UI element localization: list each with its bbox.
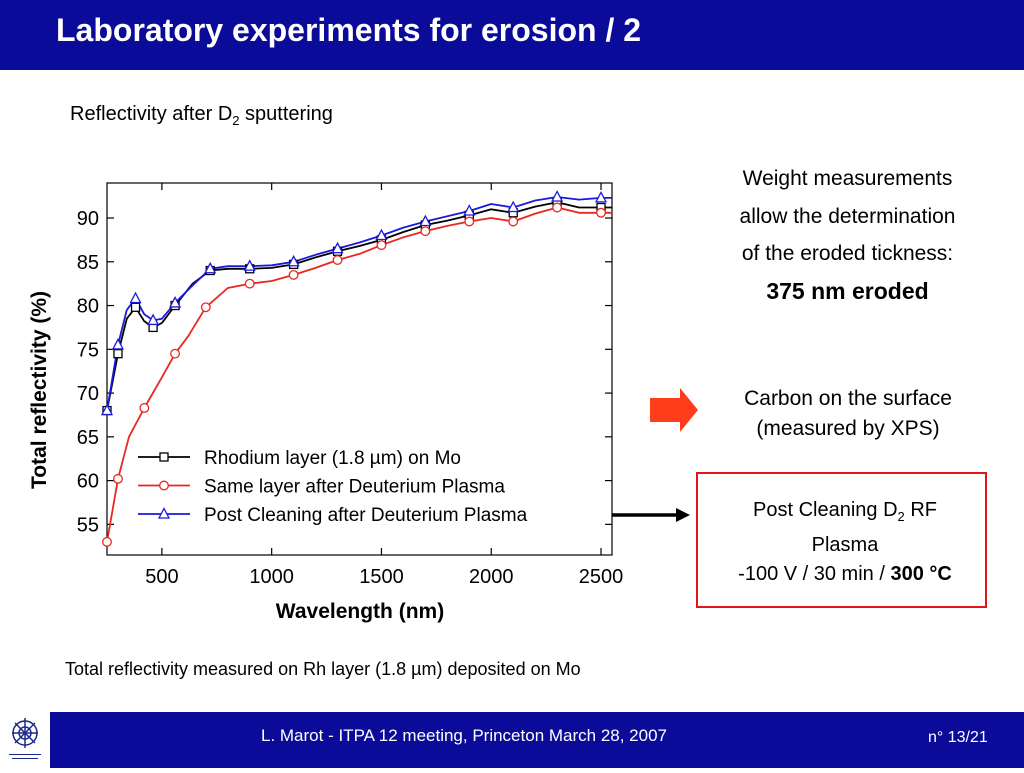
x-axis-label: Wavelength (nm) <box>276 600 444 623</box>
chart-legend: Rhodium layer (1.8 µm) on Mo Same layer a… <box>138 448 528 526</box>
y-axis-label: Total reflectivity (%) <box>28 291 51 489</box>
legend-label-1: Rhodium layer (1.8 µm) on Mo <box>204 448 461 469</box>
data-point-3 <box>419 214 432 227</box>
y-tick-label: 80 <box>77 296 99 318</box>
subtitle-suffix: sputtering <box>239 103 333 125</box>
y-tick-label: 55 <box>77 514 99 536</box>
red-arrow-icon <box>650 388 698 432</box>
legend-label-2: Same layer after Deuterium Plasma <box>204 477 505 498</box>
university-logo <box>0 712 50 768</box>
data-point-2 <box>552 202 563 213</box>
data-point-2 <box>244 278 255 289</box>
subtitle-subscript: 2 <box>232 113 240 128</box>
y-tick-label: 85 <box>77 252 99 274</box>
data-point-2 <box>200 302 211 313</box>
y-tick-label: 60 <box>77 471 99 493</box>
cleaning-line-2: Plasma <box>811 534 879 556</box>
data-point-3 <box>507 200 520 213</box>
chart-subtitle: Reflectivity after D2 sputtering <box>70 103 333 128</box>
slide-title: Laboratory experiments for erosion / 2 <box>56 12 642 48</box>
data-point-3 <box>331 241 344 254</box>
reflectivity-chart: 500 1000 1500 2000 2500 55 60 65 70 75 80 85 90 Wave… <box>28 182 624 623</box>
cleaning-line-1: Post Cleaning D2 RF <box>700 496 990 531</box>
carbon-note: Carbon on the surface (measured by XPS) <box>700 384 996 444</box>
x-tick-label: 2500 <box>579 566 624 588</box>
carbon-line-1: Carbon on the surface <box>744 387 952 410</box>
weight-line-1: Weight measurements <box>742 167 953 190</box>
data-point-2 <box>420 226 431 237</box>
data-point-3 <box>129 291 142 304</box>
slide-header: Laboratory experiments for erosion / 2 <box>0 0 1024 70</box>
legend-label-3: Post Cleaning after Deuterium Plasma <box>204 505 528 526</box>
data-point-1 <box>130 302 141 312</box>
data-point-2 <box>376 240 387 251</box>
y-tick-label: 70 <box>77 383 99 405</box>
data-point-3 <box>204 261 217 274</box>
legend-marker-1 <box>159 452 169 462</box>
cleaning-params: -100 V / 30 min / <box>738 563 891 585</box>
carbon-line-2: (measured by XPS) <box>756 417 940 440</box>
data-point-3 <box>594 190 608 203</box>
weight-line-2: allow the determination <box>739 204 956 228</box>
data-point-2 <box>596 207 606 218</box>
cleaning-temperature: 300 °C <box>890 563 952 585</box>
y-tick-label: 75 <box>77 339 99 361</box>
legend-marker-2 <box>159 480 169 491</box>
cleaning-line-3: -100 V / 30 min / 300 °C <box>700 560 990 589</box>
cleaning-text: Post Cleaning D2 RF Plasma -100 V / 30 m… <box>700 496 990 589</box>
data-point-3 <box>243 259 256 271</box>
data-point-2 <box>139 403 150 413</box>
cleaning-suffix: RF <box>904 499 937 521</box>
basel-logo-icon <box>9 718 41 759</box>
data-point-2 <box>508 216 519 227</box>
weight-measurement-note: Weight measurements allow the determinat… <box>700 160 995 310</box>
x-tick-label: 2000 <box>469 566 514 588</box>
legend-marker-3 <box>157 507 171 519</box>
data-point-3 <box>111 338 125 350</box>
data-point-2 <box>170 348 181 359</box>
data-point-2 <box>288 269 299 280</box>
cleaning-box <box>696 472 987 608</box>
series-line-3 <box>106 196 612 411</box>
data-point-3 <box>168 296 182 308</box>
y-tick-label: 90 <box>77 208 99 230</box>
x-tick-label: 1500 <box>359 566 404 588</box>
page-number: n° 13/21 <box>928 729 988 746</box>
figure-caption: Total reflectivity measured on Rh layer … <box>65 659 581 679</box>
data-point-3 <box>147 313 160 326</box>
plot-frame <box>106 182 613 556</box>
footer-citation: L. Marot - ITPA 12 meeting, Princeton Ma… <box>261 726 667 745</box>
black-arrow-icon <box>612 508 690 522</box>
x-tick-label: 1000 <box>249 566 294 588</box>
data-point-1 <box>113 349 123 359</box>
cleaning-prefix: Post Cleaning D <box>753 499 898 521</box>
data-point-3 <box>551 190 564 202</box>
eroded-thickness: 375 nm eroded <box>766 277 929 304</box>
cleaning-subscript: 2 <box>897 509 905 524</box>
data-point-3 <box>287 254 300 267</box>
y-tick-label: 65 <box>77 427 99 449</box>
data-point-2 <box>464 216 475 227</box>
data-point-3 <box>463 204 476 216</box>
x-tick-label: 500 <box>145 566 178 588</box>
data-point-2 <box>113 473 123 484</box>
subtitle-prefix: Reflectivity after D <box>70 103 233 125</box>
data-point-2 <box>102 536 112 547</box>
data-point-3 <box>100 403 114 416</box>
weight-line-3: of the eroded tickness: <box>741 242 954 265</box>
slide-footer <box>0 712 1024 768</box>
data-point-2 <box>332 255 343 265</box>
data-point-3 <box>375 228 388 241</box>
